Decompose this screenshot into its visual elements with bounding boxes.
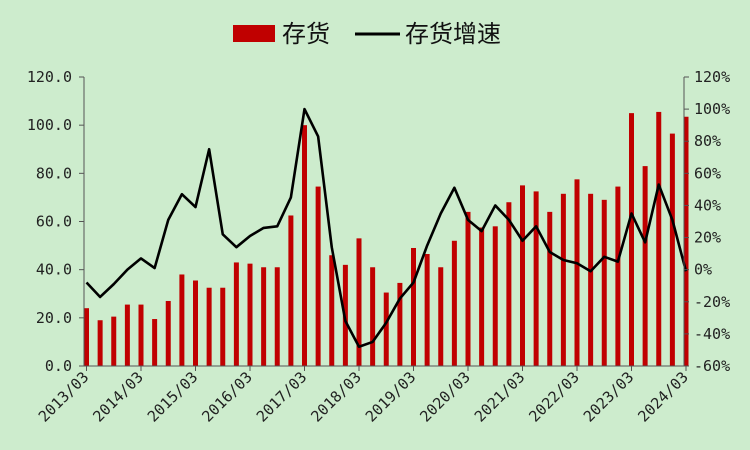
inventory-bar bbox=[206, 287, 212, 366]
inventory-bar bbox=[642, 166, 648, 366]
inventory-growth-line bbox=[85, 107, 688, 349]
inventory-bars bbox=[84, 111, 689, 367]
inventory-bar bbox=[165, 300, 171, 366]
inventory-bar bbox=[438, 267, 444, 366]
inventory-bar bbox=[356, 238, 362, 366]
x-tick-label: 2022/03 bbox=[525, 368, 582, 425]
inventory-bar bbox=[138, 304, 144, 366]
right-tick-label: 80% bbox=[694, 132, 721, 150]
inventory-bar bbox=[506, 202, 512, 366]
legend-swatch-inventory bbox=[233, 25, 275, 42]
left-tick-label: 20.0 bbox=[36, 309, 72, 327]
tick-labels: 0.0 20.0 40.0 60.0 80.0 100.0 120.0 -60% -40% -20… bbox=[27, 68, 730, 426]
x-tick-label: 2017/03 bbox=[253, 368, 310, 425]
inventory-bar bbox=[669, 133, 675, 366]
left-tick-label: 0.0 bbox=[45, 357, 72, 375]
inventory-bar bbox=[179, 274, 185, 366]
inventory-bar bbox=[233, 262, 239, 366]
inventory-bar bbox=[492, 226, 498, 366]
inventory-bar bbox=[288, 215, 294, 366]
inventory-bar bbox=[124, 304, 130, 366]
x-tick-label: 2021/03 bbox=[471, 368, 528, 425]
axes bbox=[79, 76, 689, 371]
left-tick-label: 40.0 bbox=[36, 261, 72, 279]
inventory-bar bbox=[574, 179, 580, 366]
inventory-bar bbox=[329, 255, 335, 366]
inventory-growth-line-group bbox=[85, 107, 688, 349]
inventory-bar bbox=[220, 287, 226, 366]
inventory-bar bbox=[560, 193, 566, 366]
inventory-bar bbox=[533, 191, 539, 366]
inventory-bar bbox=[424, 254, 430, 366]
left-tick-label: 100.0 bbox=[27, 116, 72, 134]
right-tick-label: 40% bbox=[694, 196, 721, 214]
inventory-bar bbox=[547, 211, 553, 366]
inventory-bar bbox=[520, 185, 525, 367]
right-tick-label: 0% bbox=[694, 261, 712, 279]
inventory-bar bbox=[247, 263, 253, 366]
inventory-bar bbox=[479, 227, 485, 366]
x-tick-label: 2019/03 bbox=[362, 368, 419, 425]
inventory-bar bbox=[411, 247, 416, 366]
chart-legend: 存货 存货增速 bbox=[233, 20, 501, 48]
right-tick-label: -40% bbox=[694, 325, 730, 343]
x-tick-label: 2013/03 bbox=[35, 368, 92, 425]
inventory-bar bbox=[629, 113, 634, 367]
x-tick-label: 2016/03 bbox=[198, 368, 255, 425]
inventory-bar bbox=[152, 319, 158, 366]
x-tick-label: 2015/03 bbox=[144, 368, 201, 425]
inventory-bar bbox=[84, 308, 89, 366]
right-tick-label: 20% bbox=[694, 229, 721, 247]
inventory-bar bbox=[601, 199, 607, 366]
inventory-bar bbox=[656, 111, 662, 366]
inventory-bar bbox=[615, 186, 621, 366]
inventory-bar bbox=[274, 267, 280, 366]
inventory-bar bbox=[97, 320, 103, 366]
x-tick-label: 2023/03 bbox=[580, 368, 637, 425]
right-tick-label: 100% bbox=[694, 100, 730, 118]
right-tick-label: 60% bbox=[694, 164, 721, 182]
x-tick-label: 2024/03 bbox=[634, 368, 691, 425]
inventory-bar bbox=[193, 280, 198, 366]
left-tick-label: 80.0 bbox=[36, 164, 72, 182]
inventory-bar bbox=[465, 211, 471, 366]
inventory-bar bbox=[397, 282, 403, 366]
left-tick-label: 60.0 bbox=[36, 213, 72, 231]
left-tick-label: 120.0 bbox=[27, 68, 72, 86]
inventory-bar bbox=[370, 267, 376, 366]
x-tick-label: 2018/03 bbox=[307, 368, 364, 425]
inventory-bar bbox=[315, 186, 321, 366]
inventory-bar bbox=[451, 240, 457, 366]
right-tick-label: -60% bbox=[694, 357, 730, 375]
right-tick-label: 120% bbox=[694, 68, 730, 86]
right-tick-label: -20% bbox=[694, 293, 730, 311]
x-tick-label: 2020/03 bbox=[416, 368, 473, 425]
inventory-bar bbox=[683, 116, 689, 367]
legend-label-inventory-growth: 存货增速 bbox=[405, 20, 501, 48]
legend-label-inventory: 存货 bbox=[282, 20, 330, 48]
inventory-bar bbox=[111, 316, 117, 366]
inventory-bar bbox=[302, 125, 307, 366]
x-tick-label: 2014/03 bbox=[89, 368, 146, 425]
inventory-bar bbox=[261, 267, 267, 366]
inventory-bar bbox=[383, 292, 389, 366]
inventory-bar bbox=[588, 193, 594, 366]
